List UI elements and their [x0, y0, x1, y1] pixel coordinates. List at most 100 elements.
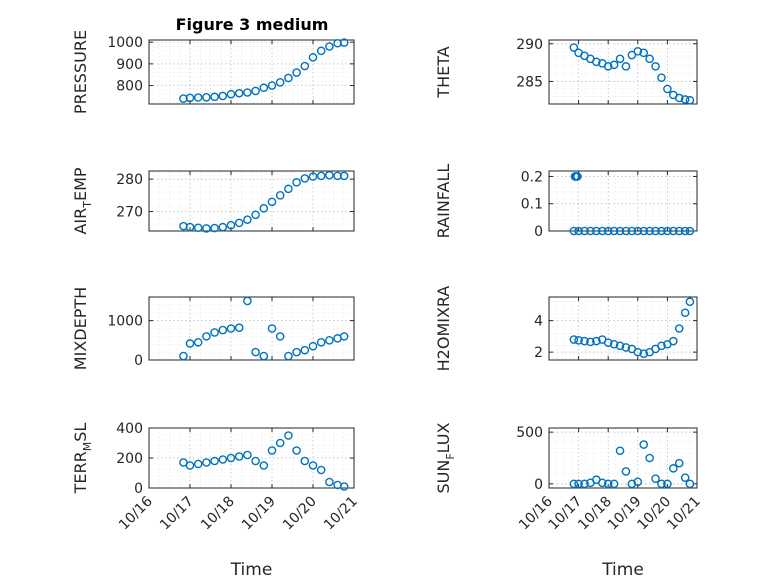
- data-point: [609, 339, 619, 349]
- data-point: [259, 83, 269, 93]
- data-point: [185, 461, 195, 470]
- data-point: [284, 351, 293, 361]
- data-point: [193, 93, 203, 102]
- data-point: [621, 467, 631, 476]
- data-point: [300, 345, 310, 355]
- data-point: [226, 220, 236, 230]
- data-point: [210, 456, 219, 466]
- data-point: [639, 349, 649, 359]
- data-point: [645, 54, 654, 64]
- data-point: [284, 431, 293, 440]
- x-axis-label: Time: [230, 560, 273, 580]
- data-point: [339, 482, 349, 491]
- data-point: [592, 336, 601, 346]
- data-point: [685, 226, 695, 236]
- data-point: [185, 222, 195, 232]
- data-point: [680, 226, 690, 236]
- data-point: [592, 226, 601, 236]
- data-point: [615, 341, 625, 351]
- data-point: [300, 456, 310, 466]
- data-point: [251, 456, 260, 466]
- y-tick-label: 0.1: [521, 197, 543, 213]
- y-axis-label: TERRMSL: [71, 423, 94, 495]
- data-point: [609, 226, 619, 236]
- data-point: [586, 337, 595, 347]
- y-axis-label: THETA: [434, 46, 453, 98]
- data-point: [308, 341, 318, 351]
- data-point: [657, 341, 666, 351]
- data-point: [685, 297, 695, 307]
- data-point: [218, 222, 228, 232]
- data-point: [597, 478, 607, 488]
- data-point: [218, 91, 228, 101]
- axes-frame: [548, 39, 698, 105]
- data-point: [275, 191, 285, 200]
- data-point: [300, 174, 310, 183]
- y-tick-label: 0: [134, 353, 143, 369]
- data-point: [193, 223, 203, 233]
- data-point: [243, 88, 252, 97]
- data-point: [210, 92, 219, 102]
- x-tick-label: 10/21: [664, 494, 704, 534]
- y-tick-label: 1000: [107, 314, 143, 330]
- subplot-sun_flux: 0500SUNFLUX10/1610/1710/1810/1910/2010/2…: [434, 422, 704, 580]
- data-point: [603, 479, 613, 489]
- y-tick-label: 280: [116, 172, 143, 188]
- data-point: [193, 337, 203, 347]
- subplot-theta: 285 290 THETA: [434, 37, 698, 105]
- data-point: [669, 336, 678, 346]
- data-point: [645, 226, 654, 236]
- data-point: [615, 446, 625, 456]
- y-axis-label: PRESSURE: [71, 30, 90, 114]
- data-point: [202, 458, 211, 467]
- data-point: [669, 226, 678, 236]
- y-tick-label: 285: [516, 74, 543, 90]
- data-point: [267, 324, 277, 333]
- data-point: [639, 440, 649, 449]
- data-point: [267, 81, 277, 90]
- subplot-air_temp: 270 280 AIRTEMP: [71, 167, 355, 235]
- data-point: [639, 226, 649, 236]
- data-point: [308, 53, 318, 62]
- data-point: [574, 479, 583, 489]
- data-point: [603, 338, 613, 347]
- data-point: [251, 347, 260, 357]
- data-point: [292, 68, 301, 77]
- axes-frame: [548, 296, 698, 361]
- data-point: [202, 332, 211, 341]
- subplot-pressure: 800 900 1000 PRESSURE: [71, 30, 355, 114]
- data-point: [674, 324, 684, 333]
- data-point: [680, 308, 690, 318]
- data-point: [292, 446, 301, 455]
- data-point: [234, 88, 244, 98]
- data-point: [226, 453, 236, 463]
- axes-frame: [148, 39, 355, 105]
- data-point: [685, 95, 695, 105]
- y-tick-label: 1000: [107, 35, 143, 51]
- data-point: [674, 93, 684, 103]
- data-point: [202, 224, 211, 233]
- data-point: [633, 477, 643, 487]
- data-point: [292, 347, 301, 357]
- data-point: [657, 226, 666, 236]
- x-tick-label: 10/19: [239, 494, 279, 534]
- data-point: [275, 78, 285, 87]
- data-point: [663, 84, 672, 94]
- data-point: [275, 438, 285, 448]
- data-point: [645, 453, 654, 463]
- y-axis-label: H2OMIXRA: [434, 286, 453, 372]
- y-tick-label: 2: [534, 345, 543, 361]
- data-point: [243, 450, 252, 460]
- data-point: [633, 226, 643, 236]
- x-axis-label: Time: [601, 560, 644, 580]
- data-point: [259, 461, 269, 470]
- data-point: [226, 89, 236, 99]
- data-point: [308, 461, 318, 470]
- data-point: [226, 324, 236, 333]
- data-point: [210, 223, 219, 233]
- data-point: [621, 226, 631, 236]
- data-point: [251, 210, 260, 220]
- subplot-h2omixra: 2 4 H2OMIXRA: [434, 286, 698, 372]
